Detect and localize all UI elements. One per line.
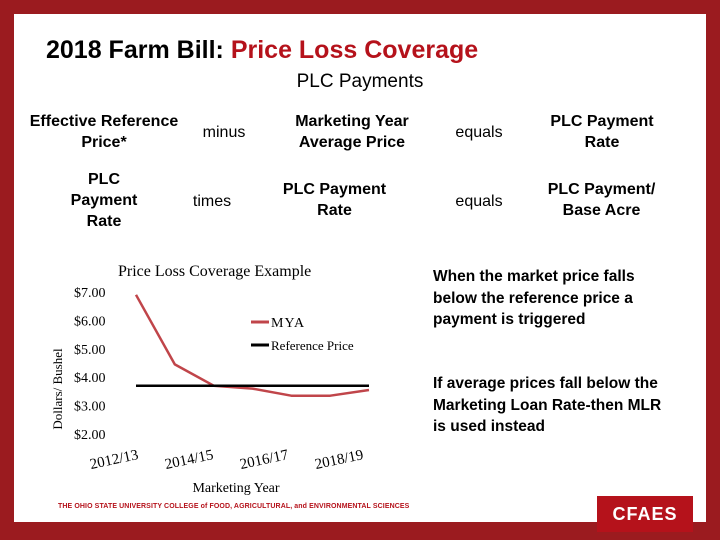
y-tick-label: $6.00 — [74, 314, 106, 329]
y-axis-label: Dollars/ Bushel — [50, 348, 65, 430]
note-marketing-loan-rate: If average prices fall below the Marketi… — [433, 375, 662, 435]
times-operator: times — [192, 193, 232, 210]
legend-label: MYA — [271, 316, 305, 331]
x-axis-ticks: 2012/13 2014/15 2016/17 2018/19 — [88, 447, 364, 473]
x-tick-label: 2016/17 — [238, 447, 290, 473]
slide-title: 2018 Farm Bill: Price Loss Coverage — [46, 36, 478, 65]
y-tick-label: $5.00 — [74, 343, 106, 358]
price-chart: $2.00$3.00$4.00$5.00$6.00$7.00 2012/13 20… — [50, 286, 370, 496]
equals-operator-1: equals — [455, 124, 503, 141]
chart-series — [134, 294, 370, 397]
slide: 2018 Farm Bill: Price Loss Coverage PLC … — [14, 14, 706, 532]
cfaes-logo: CFAES — [597, 496, 693, 532]
note-payment-triggered: When the market price falls below the re… — [433, 268, 635, 328]
legend-label: Reference Price — [271, 338, 354, 353]
effective-reference-price-term: Effective Reference Price* — [29, 113, 179, 151]
equals-operator-2: equals — [455, 193, 503, 210]
y-tick-label: $3.00 — [74, 400, 106, 415]
plc-payment-per-base-acre-result: PLC Payment/ Base Acre — [547, 181, 656, 219]
plc-payment-rate-term-2: PLC Payment Rate — [282, 181, 387, 219]
chart-title: Price Loss Coverage Example — [118, 263, 312, 280]
y-tick-label: $4.00 — [74, 371, 106, 386]
plc-payment-rate-result: PLC Payment Rate — [550, 113, 654, 151]
plc-payment-rate-term: PLC Payment Rate — [70, 171, 138, 230]
y-tick-label: $2.00 — [74, 428, 106, 443]
series-line-mya — [134, 294, 370, 397]
title-main: 2018 Farm Bill: — [46, 36, 231, 64]
title-accent: Price Loss Coverage — [230, 36, 479, 64]
x-tick-label: 2018/19 — [313, 447, 364, 473]
x-tick-label: 2012/13 — [88, 447, 139, 473]
y-axis-ticks: $2.00 $3.00 $4.00 $5.00 $6.00 $7.00 — [74, 286, 106, 443]
university-footer: THE OHIO STATE UNIVERSITY COLLEGE of FOO… — [58, 503, 410, 510]
x-tick-label: 2014/15 — [163, 447, 214, 473]
x-axis-label: Marketing Year — [192, 481, 279, 496]
minus-operator: minus — [202, 124, 246, 141]
chart-legend: MYA Reference Price — [251, 316, 354, 353]
marketing-year-average-price-term: Marketing Year Average Price — [295, 113, 409, 151]
y-tick-label: $7.00 — [74, 286, 106, 301]
slide-subtitle: PLC Payments — [296, 71, 424, 92]
